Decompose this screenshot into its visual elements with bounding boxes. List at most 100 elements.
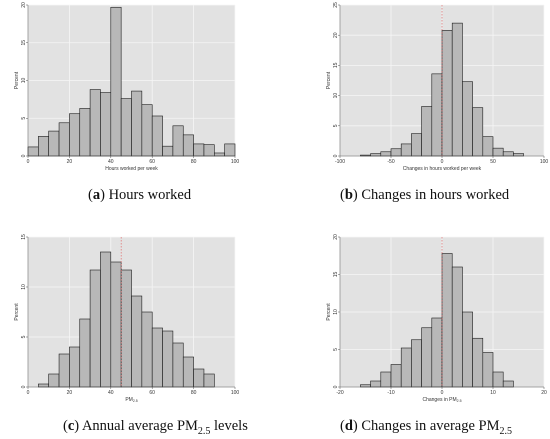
y-tick-label: 0 — [21, 385, 27, 388]
y-tick-label: 10 — [21, 284, 27, 290]
histogram-bar — [203, 373, 215, 388]
histogram-bar — [431, 73, 443, 157]
histogram-bar — [451, 22, 463, 157]
y-tick-label: 20 — [333, 234, 339, 240]
histogram-bar — [38, 136, 49, 157]
histogram-bar — [79, 108, 91, 157]
histogram-bar — [431, 317, 443, 388]
y-tick-label: 15 — [21, 234, 27, 240]
x-tick-label: -50 — [387, 159, 394, 165]
histogram-bar — [441, 253, 453, 388]
y-tick-label: 5 — [333, 124, 339, 127]
x-tick-label: 0 — [27, 390, 30, 396]
histogram-bar — [100, 251, 112, 388]
x-axis-label: PM2.5 — [125, 397, 137, 403]
histogram-bar — [162, 145, 174, 157]
caption-b: (b) Changes in hours worked — [340, 187, 510, 203]
y-tick-label: 15 — [21, 40, 27, 46]
x-tick-label: 60 — [149, 159, 155, 165]
histogram-bar — [131, 90, 143, 157]
histogram-bar — [411, 133, 422, 157]
histogram-bar — [502, 151, 514, 157]
y-tick-label: 5 — [333, 348, 339, 351]
y-tick-label: 10 — [21, 78, 27, 84]
histogram-bar — [182, 134, 194, 157]
x-tick-label: 40 — [108, 159, 114, 165]
x-tick-label: -10 — [387, 390, 394, 396]
histogram-bar — [172, 125, 184, 157]
x-tick-label: 50 — [490, 159, 496, 165]
y-tick-label: 10 — [333, 309, 339, 315]
histogram-bar — [462, 81, 473, 157]
caption-a: (a) Hours worked — [88, 187, 192, 203]
x-tick-label: 100 — [231, 159, 240, 165]
histogram-bar — [482, 136, 494, 157]
caption-a-text: Hours worked — [108, 187, 192, 203]
y-tick-label: 25 — [333, 2, 339, 8]
x-tick-label: 20 — [67, 390, 73, 396]
y-axis-label: Percent — [14, 71, 20, 89]
histogram-bar — [110, 261, 122, 388]
panel-d: 0 5 10 15 20 -20 -10 0 10 20 Percent Changes in PM2… — [326, 234, 547, 403]
caption-d-text-pre: Changes in average PM — [361, 418, 500, 434]
histogram-bar — [360, 384, 371, 388]
histogram-bar — [380, 151, 392, 157]
histogram-bar — [182, 356, 194, 388]
histogram-bar — [451, 266, 463, 388]
caption-d-letter: d — [344, 418, 353, 434]
histogram-bar — [502, 380, 514, 388]
histogram-bar — [172, 342, 184, 388]
x-tick-label: 0 — [27, 159, 30, 165]
panel-b: 0 5 10 15 20 25 -100 -50 0 50 100 Percent Changes in… — [326, 2, 548, 172]
y-axis-label: Percent — [326, 71, 332, 89]
x-tick-label: 10 — [490, 390, 496, 396]
histogram-bar — [141, 104, 153, 157]
histogram-bar — [400, 347, 412, 388]
x-tick-label: 0 — [441, 159, 444, 165]
histogram-bar — [48, 130, 60, 157]
y-tick-label: 0 — [333, 385, 339, 388]
x-tick-label: 20 — [541, 390, 547, 396]
histogram-bar — [120, 98, 132, 157]
x-tick-label: 20 — [67, 159, 73, 165]
histogram-bar — [38, 383, 49, 388]
histogram-bar — [462, 311, 473, 388]
histogram-bar — [131, 295, 143, 388]
histogram-bar — [482, 352, 494, 388]
y-tick-label: 5 — [21, 117, 27, 120]
x-axis-label: Changes in hours worked per week — [403, 166, 482, 172]
x-axis-label: Hours worked per week — [105, 166, 158, 172]
histogram-bar — [421, 106, 433, 157]
histogram-bar — [89, 269, 101, 388]
histogram-bar — [421, 327, 433, 388]
y-tick-label: 20 — [333, 32, 339, 38]
histogram-bar — [58, 122, 70, 157]
caption-c-letter: c — [67, 418, 75, 434]
caption-c-text-pre: Annual average PM — [81, 418, 198, 434]
caption-b-text: Changes in hours worked — [361, 187, 510, 203]
y-tick-label: 20 — [21, 2, 27, 8]
caption-c-text-post: levels — [210, 418, 248, 434]
histogram-bar — [224, 143, 236, 157]
caption-a-letter: a — [92, 187, 101, 203]
x-tick-label: -20 — [336, 390, 343, 396]
caption-c: (c) Annual average PM2.5 levels — [63, 418, 248, 437]
caption-d: (d) Changes in average PM2.5 — [340, 418, 513, 437]
histogram-bar — [380, 371, 392, 388]
y-tick-label: 15 — [333, 272, 339, 278]
histogram-bar — [370, 153, 382, 157]
histogram-bar — [400, 143, 412, 157]
x-tick-label: 0 — [441, 390, 444, 396]
histogram-bar — [441, 30, 453, 157]
histogram-bar — [390, 148, 402, 157]
histogram-bar — [89, 89, 101, 157]
histogram-bar — [79, 318, 91, 388]
histogram-bar — [492, 147, 504, 157]
y-tick-label: 5 — [21, 335, 27, 338]
histogram-bar — [492, 371, 504, 388]
histogram-bar — [390, 364, 402, 388]
x-tick-label: 100 — [231, 390, 240, 396]
y-tick-label: 0 — [21, 154, 27, 157]
histogram-bar — [27, 146, 39, 157]
